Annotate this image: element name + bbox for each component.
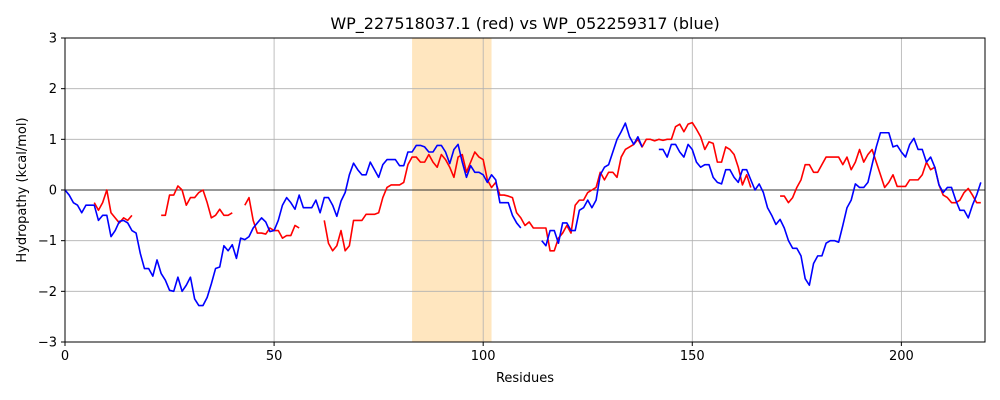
series-line-segment [323, 121, 752, 252]
x-axis-title: Residues [496, 371, 554, 386]
x-tick-label: 50 [266, 349, 283, 364]
y-tick-label: −1 [38, 234, 57, 249]
series-red [93, 121, 981, 252]
x-axis-ticks: 0 50 100 150 200 [61, 342, 914, 364]
series-line-segment [161, 185, 233, 219]
chart-title: WP_227518037.1 (red) vs WP_052259317 (bl… [330, 14, 719, 34]
series-line-segment [64, 143, 522, 307]
x-tick-label: 200 [889, 349, 914, 364]
series-line-segment [541, 122, 643, 247]
series-layer [64, 121, 982, 307]
y-tick-label: 3 [49, 32, 57, 47]
series-line-segment [780, 148, 981, 204]
x-tick-label: 100 [471, 349, 496, 364]
y-tick-label: 2 [49, 82, 57, 97]
y-tick-label: 0 [49, 184, 57, 199]
x-tick-label: 0 [61, 349, 69, 364]
y-tick-label: 1 [49, 133, 57, 148]
y-tick-label: −2 [38, 285, 57, 300]
y-tick-label: −3 [38, 336, 57, 351]
x-tick-label: 150 [680, 349, 705, 364]
series-line-segment [658, 131, 982, 287]
series-line-segment [244, 196, 300, 239]
series-blue [64, 122, 982, 307]
series-line-segment [93, 189, 133, 224]
y-axis-title: Hydropathy (kcal/mol) [15, 117, 30, 262]
y-axis-ticks: −3 −2 −1 0 1 2 3 [38, 32, 65, 351]
